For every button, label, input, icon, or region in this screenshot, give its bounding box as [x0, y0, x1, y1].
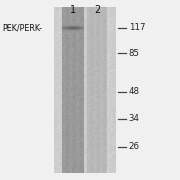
Text: 117: 117: [129, 23, 145, 32]
Text: 26: 26: [129, 142, 140, 151]
Text: 2: 2: [94, 4, 100, 15]
Text: 34: 34: [129, 114, 140, 123]
Text: 48: 48: [129, 87, 140, 96]
Text: 1: 1: [70, 4, 76, 15]
Text: 85: 85: [129, 49, 140, 58]
Text: PEK/PERK-: PEK/PERK-: [2, 23, 42, 32]
